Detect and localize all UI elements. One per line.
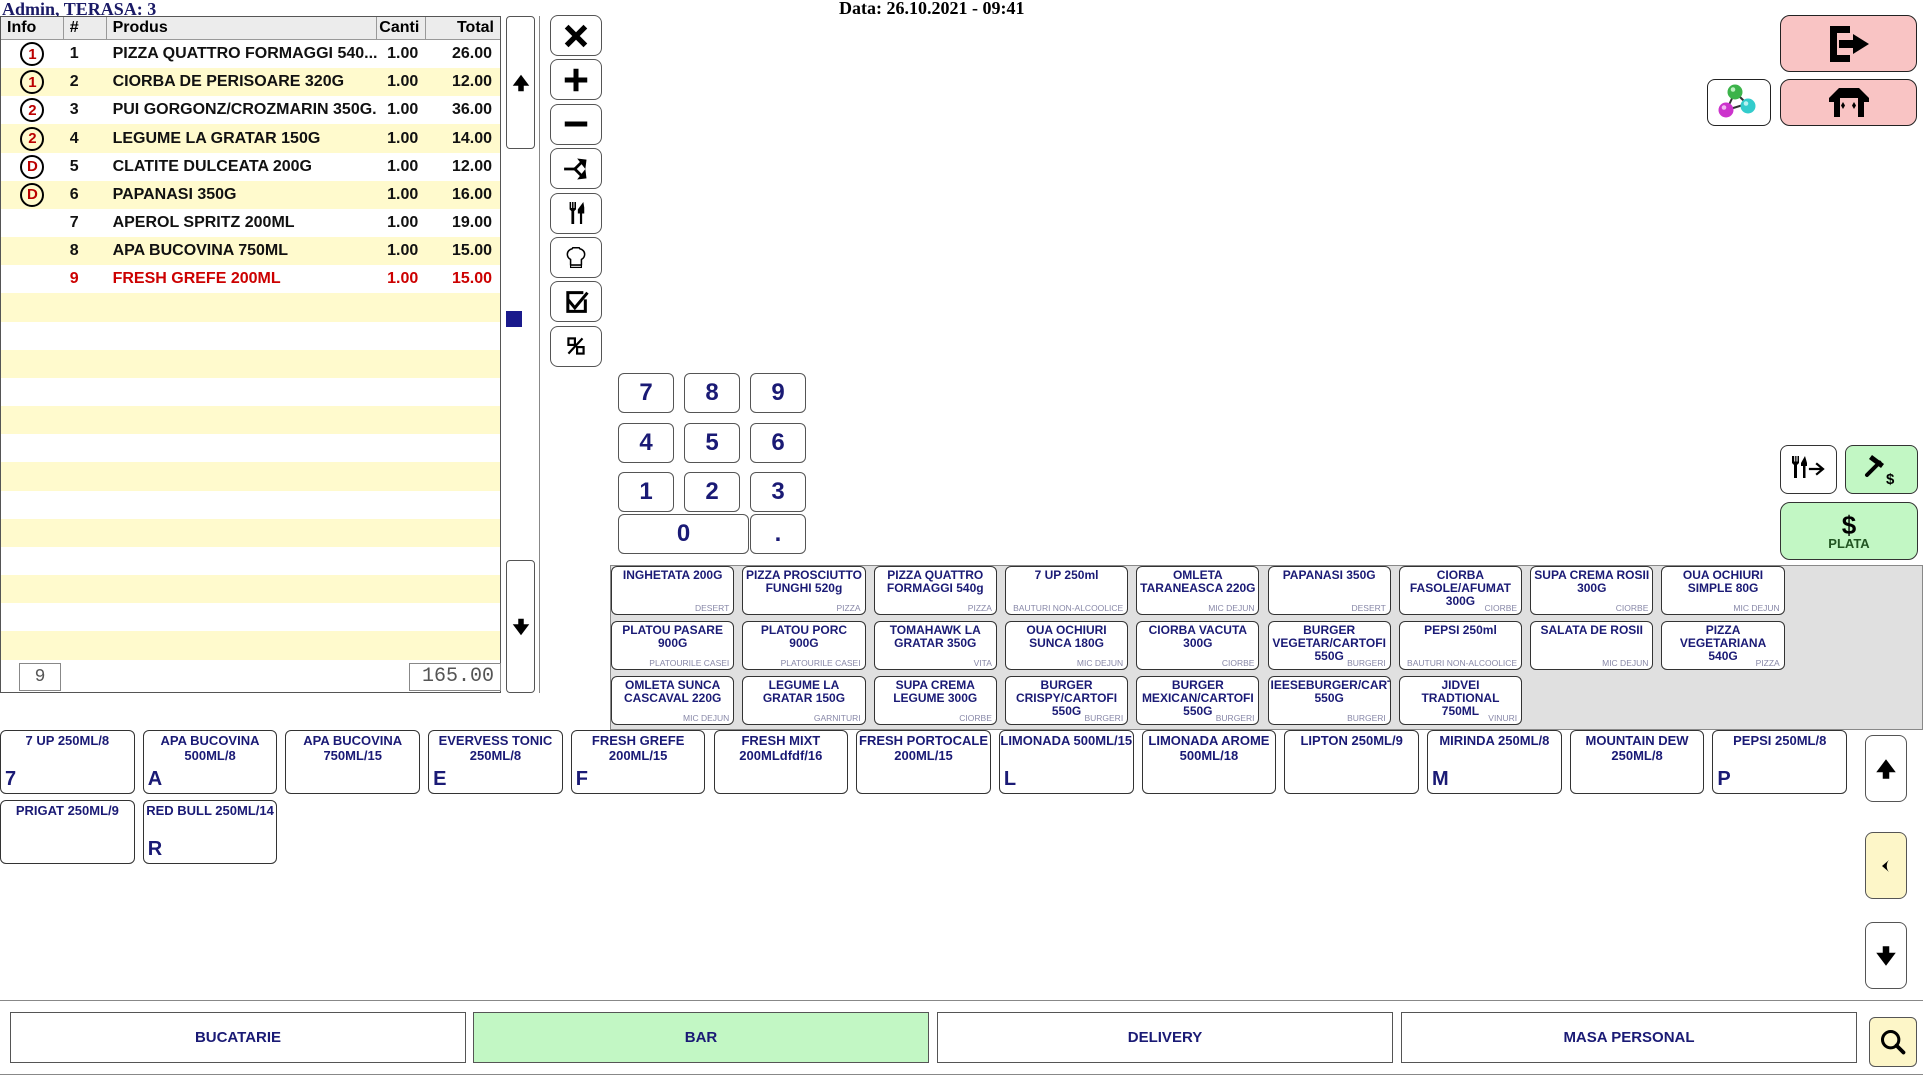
svg-text:$: $ (1886, 471, 1895, 487)
